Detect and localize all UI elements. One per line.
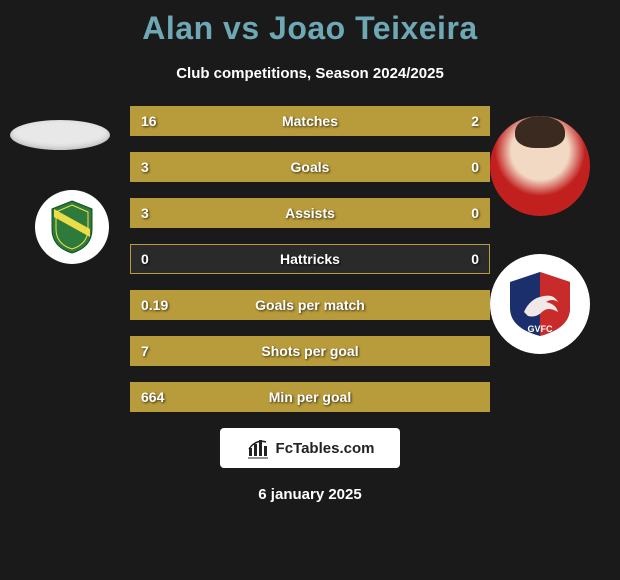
stat-row-matches: 16 Matches 2 — [130, 106, 490, 136]
stat-row-hattricks: 0 Hattricks 0 — [130, 244, 490, 274]
stat-row-goals-per-match: 0.19 Goals per match — [130, 290, 490, 320]
watermark-badge[interactable]: FcTables.com — [220, 428, 400, 468]
bar-left — [131, 383, 489, 411]
page-title: Alan vs Joao Teixeira — [0, 10, 620, 47]
stat-row-assists: 3 Assists 0 — [130, 198, 490, 228]
comparison-card: Alan vs Joao Teixeira Club competitions,… — [0, 0, 620, 580]
bar-left — [131, 199, 489, 227]
bar-chart-icon — [246, 436, 270, 460]
stat-row-goals: 3 Goals 0 — [130, 152, 490, 182]
stat-row-min-per-goal: 664 Min per goal — [130, 382, 490, 412]
bar-left — [131, 107, 450, 135]
bar-right — [450, 107, 489, 135]
watermark-label: FcTables.com — [276, 440, 375, 457]
bar-left — [131, 337, 489, 365]
stat-row-shots-per-goal: 7 Shots per goal — [130, 336, 490, 366]
stat-label: Hattricks — [131, 251, 489, 267]
bar-left — [131, 153, 489, 181]
bar-left — [131, 291, 489, 319]
value-right: 0 — [471, 251, 479, 267]
value-left: 0 — [141, 251, 149, 267]
date-line: 6 january 2025 — [0, 486, 620, 503]
subtitle: Club competitions, Season 2024/2025 — [0, 65, 620, 82]
stats-list: 16 Matches 2 3 Goals 0 3 Assists 0 0 Hat… — [0, 106, 620, 412]
